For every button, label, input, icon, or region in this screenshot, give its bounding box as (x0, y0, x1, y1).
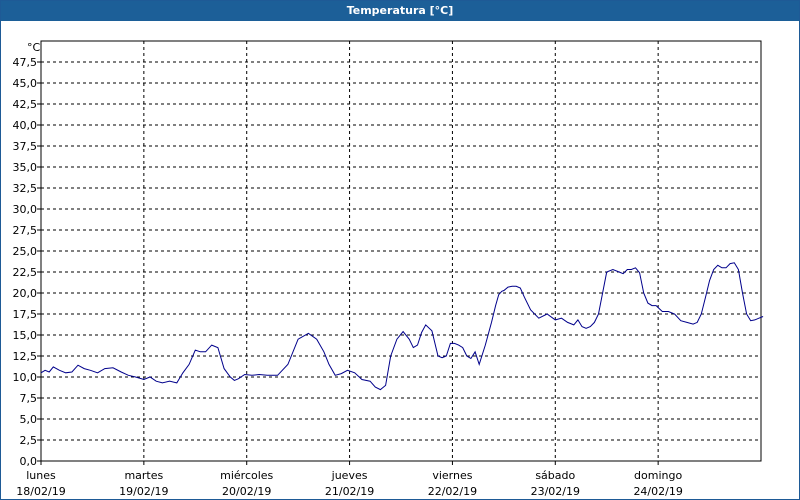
y-tick-label: 5,0 (20, 413, 38, 426)
x-tick-label-day: lunes (26, 469, 56, 482)
y-tick-label: 40,0 (13, 119, 38, 132)
y-tick-label: 2,5 (20, 434, 38, 447)
x-tick-label-date: 23/02/19 (531, 485, 580, 498)
y-tick-label: 17,5 (13, 308, 38, 321)
y-tick-label: 10,0 (13, 371, 38, 384)
y-tick-label: 7,5 (20, 392, 38, 405)
x-tick-label-date: 20/02/19 (222, 485, 271, 498)
y-tick-label: 37,5 (13, 140, 38, 153)
x-tick-label-date: 22/02/19 (428, 485, 477, 498)
y-tick-label: 27,5 (13, 224, 38, 237)
x-tick-label-day: sábado (535, 469, 575, 482)
y-tick-label: 42,5 (13, 98, 38, 111)
x-tick-label-day: martes (124, 469, 163, 482)
y-axis-label: °C (27, 41, 41, 54)
y-tick-label: 47,5 (13, 56, 38, 69)
x-tick-label-day: jueves (331, 469, 368, 482)
series-line (40, 262, 764, 391)
x-tick-label-date: 18/02/19 (16, 485, 65, 498)
y-tick-label: 35,0 (13, 161, 38, 174)
x-tick-label-date: 21/02/19 (325, 485, 374, 498)
x-tick-label-day: viernes (432, 469, 472, 482)
x-tick-label-date: 24/02/19 (633, 485, 682, 498)
window-title: Temperatura [°C] (1, 1, 799, 21)
y-tick-label: 20,0 (13, 287, 38, 300)
y-tick-label: 45,0 (13, 77, 38, 90)
y-tick-label: 32,5 (13, 182, 38, 195)
x-tick-label-date: 19/02/19 (119, 485, 168, 498)
y-tick-label: 30,0 (13, 203, 38, 216)
y-tick-label: 0,0 (20, 455, 38, 468)
y-tick-label: 12,5 (13, 350, 38, 363)
x-tick-label-day: domingo (634, 469, 682, 482)
y-tick-label: 22,5 (13, 266, 38, 279)
y-tick-label: 25,0 (13, 245, 38, 258)
x-tick-label-day: miércoles (220, 469, 273, 482)
y-tick-label: 15,0 (13, 329, 38, 342)
